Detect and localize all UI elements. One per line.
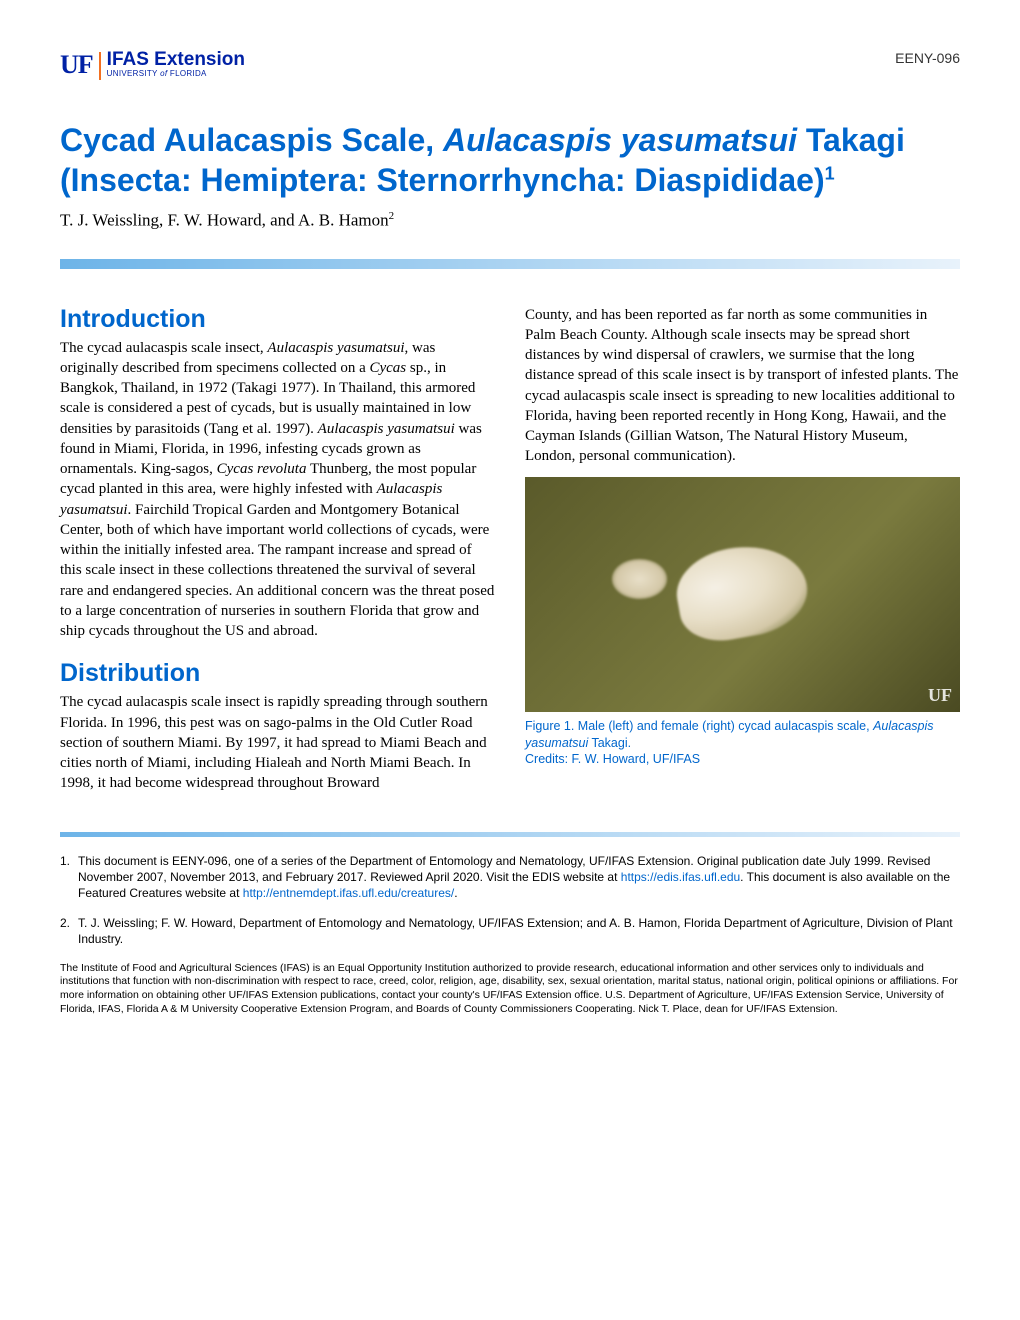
left-column: Introduction The cycad aulacaspis scale …: [60, 305, 495, 812]
footnotes-block: 1. This document is EENY-096, one of a s…: [60, 853, 960, 948]
logo-ifas-text: IFAS Extension: [107, 50, 245, 69]
logo-university-text: UNIVERSITY of FLORIDA: [107, 70, 245, 78]
authors-line: T. J. Weissling, F. W. Howard, and A. B.…: [60, 210, 960, 231]
figure-1-caption: Figure 1. Male (left) and female (right)…: [525, 718, 960, 769]
footnote-2: 2. T. J. Weissling; F. W. Howard, Depart…: [60, 915, 960, 947]
footnote-1-link-edis[interactable]: https://edis.ifas.ufl.edu: [621, 870, 740, 884]
introduction-body: The cycad aulacaspis scale insect, Aulac…: [60, 338, 495, 642]
logo-divider: [99, 52, 101, 80]
footnote-2-number: 2.: [60, 915, 70, 947]
distribution-heading: Distribution: [60, 659, 495, 688]
footnote-1-link-creatures[interactable]: http://entnemdept.ifas.ufl.edu/creatures…: [243, 886, 454, 900]
figure-1-image: UF: [525, 477, 960, 712]
distribution-section-col1: Distribution The cycad aulacaspis scale …: [60, 659, 495, 793]
disclaimer-text: The Institute of Food and Agricultural S…: [60, 962, 960, 1017]
logo-uf-text: UF: [60, 50, 93, 80]
footnote-1-text: This document is EENY-096, one of a seri…: [78, 853, 960, 902]
two-column-content: Introduction The cycad aulacaspis scale …: [60, 305, 960, 812]
document-title: Cycad Aulacaspis Scale, Aulacaspis yasum…: [60, 120, 960, 200]
introduction-section: Introduction The cycad aulacaspis scale …: [60, 305, 495, 642]
document-code: EENY-096: [895, 50, 960, 66]
distribution-body-col1: The cycad aulacaspis scale insect is rap…: [60, 692, 495, 793]
footnote-1: 1. This document is EENY-096, one of a s…: [60, 853, 960, 902]
header-row: UF IFAS Extension UNIVERSITY of FLORIDA …: [60, 50, 960, 80]
uf-ifas-logo: UF IFAS Extension UNIVERSITY of FLORIDA: [60, 50, 245, 80]
footnote-2-text: T. J. Weissling; F. W. Howard, Departmen…: [78, 915, 960, 947]
footnote-1-number: 1.: [60, 853, 70, 902]
logo-text-block: IFAS Extension UNIVERSITY of FLORIDA: [107, 50, 245, 78]
gradient-separator-bar: [60, 259, 960, 269]
right-column: County, and has been reported as far nor…: [525, 305, 960, 812]
gradient-separator-thin: [60, 832, 960, 837]
uf-watermark: UF: [928, 685, 952, 706]
distribution-body-col2: County, and has been reported as far nor…: [525, 305, 960, 467]
introduction-heading: Introduction: [60, 305, 495, 334]
